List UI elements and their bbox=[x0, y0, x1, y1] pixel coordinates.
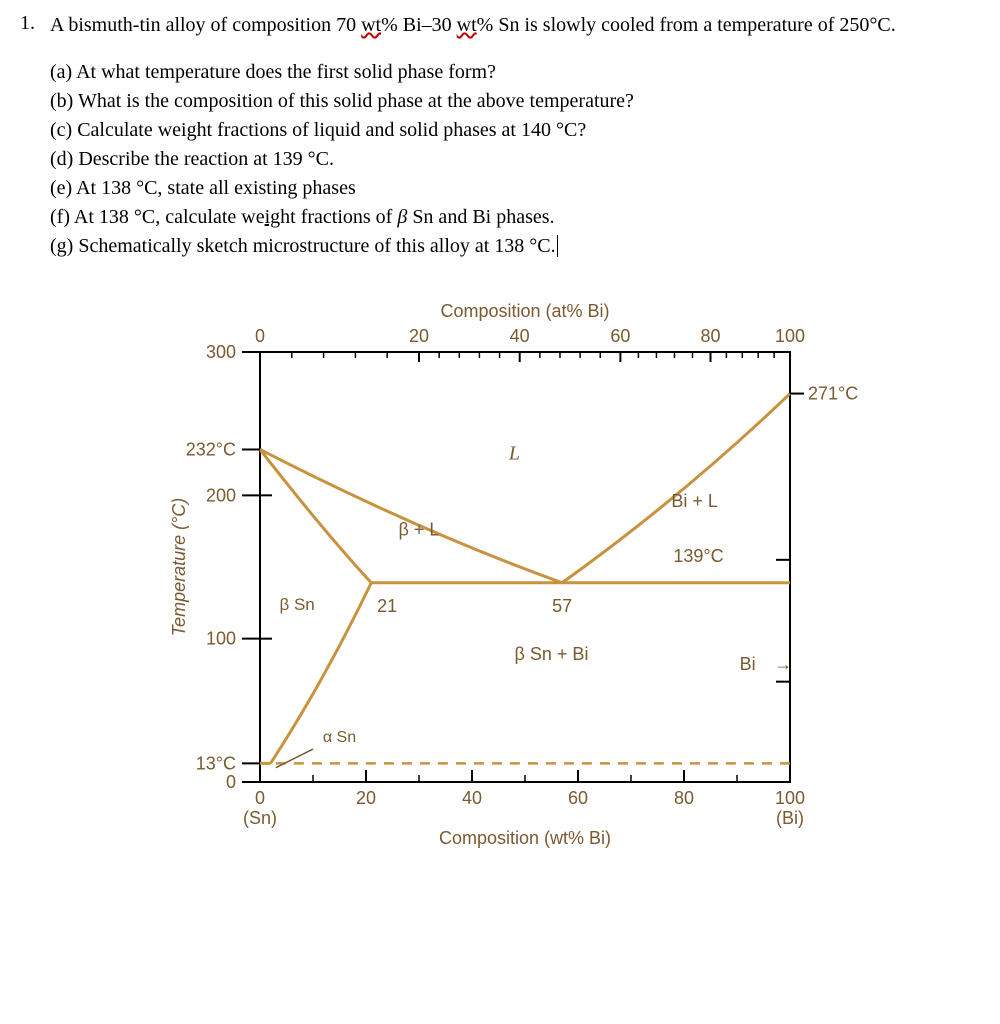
svg-text:(Bi): (Bi) bbox=[776, 808, 804, 828]
svg-text:β + L: β + L bbox=[399, 519, 440, 539]
svg-text:Composition (at% Bi): Composition (at% Bi) bbox=[440, 301, 609, 321]
svg-text:(Sn): (Sn) bbox=[243, 808, 277, 828]
svg-text:200: 200 bbox=[206, 485, 236, 505]
svg-text:L: L bbox=[508, 443, 520, 465]
svg-text:232°C: 232°C bbox=[186, 439, 236, 459]
part-f: (f) At 138 °C, calculate weight fraction… bbox=[50, 204, 980, 231]
svg-text:60: 60 bbox=[568, 788, 588, 808]
svg-text:Bi + L: Bi + L bbox=[671, 491, 718, 511]
svg-text:100: 100 bbox=[775, 788, 805, 808]
svg-text:271°C: 271°C bbox=[808, 384, 858, 404]
svg-text:Temperature (°C): Temperature (°C) bbox=[169, 498, 189, 637]
svg-text:Composition (wt% Bi): Composition (wt% Bi) bbox=[439, 828, 611, 848]
question-body: A bismuth-tin alloy of composition 70 wt… bbox=[50, 12, 980, 262]
question-number: 1. bbox=[20, 12, 50, 262]
part-b: (b) What is the composition of this soli… bbox=[50, 88, 980, 115]
part-d: (d) Describe the reaction at 139 °C. bbox=[50, 146, 980, 173]
svg-text:0: 0 bbox=[226, 772, 236, 792]
svg-text:0: 0 bbox=[255, 788, 265, 808]
svg-text:40: 40 bbox=[510, 326, 530, 346]
svg-text:20: 20 bbox=[356, 788, 376, 808]
svg-text:100: 100 bbox=[206, 629, 236, 649]
svg-text:300: 300 bbox=[206, 342, 236, 362]
part-c: (c) Calculate weight fractions of liquid… bbox=[50, 117, 980, 144]
part-e: (e) At 138 °C, state all existing phases bbox=[50, 175, 980, 202]
svg-text:80: 80 bbox=[700, 326, 720, 346]
svg-text:100: 100 bbox=[775, 326, 805, 346]
part-a: (a) At what temperature does the first s… bbox=[50, 59, 980, 86]
svg-text:α Sn: α Sn bbox=[323, 729, 356, 746]
svg-text:57: 57 bbox=[552, 596, 572, 616]
svg-text:0: 0 bbox=[255, 326, 265, 346]
svg-text:21: 21 bbox=[377, 596, 397, 616]
phase-diagram: Composition (at% Bi) 0 20 40 60 80 100 0 20 40 60 8… bbox=[140, 292, 860, 852]
question-parts: (a) At what temperature does the first s… bbox=[50, 59, 980, 260]
question-intro: A bismuth-tin alloy of composition 70 wt… bbox=[50, 12, 980, 39]
svg-text:60: 60 bbox=[610, 326, 630, 346]
svg-text:13°C: 13°C bbox=[196, 753, 236, 773]
svg-text:β Sn: β Sn bbox=[279, 595, 314, 614]
svg-text:Bi: Bi bbox=[740, 654, 756, 674]
question-header: 1. A bismuth-tin alloy of composition 70… bbox=[20, 12, 980, 262]
svg-text:20: 20 bbox=[409, 326, 429, 346]
svg-text:80: 80 bbox=[674, 788, 694, 808]
svg-text:→: → bbox=[774, 654, 792, 674]
phase-diagram-wrap: Composition (at% Bi) 0 20 40 60 80 100 0 20 40 60 8… bbox=[20, 292, 980, 852]
svg-text:40: 40 bbox=[462, 788, 482, 808]
part-g: (g) Schematically sketch microstructure … bbox=[50, 233, 980, 260]
svg-text:β Sn + Bi: β Sn + Bi bbox=[515, 644, 589, 664]
svg-text:139°C: 139°C bbox=[673, 546, 723, 566]
